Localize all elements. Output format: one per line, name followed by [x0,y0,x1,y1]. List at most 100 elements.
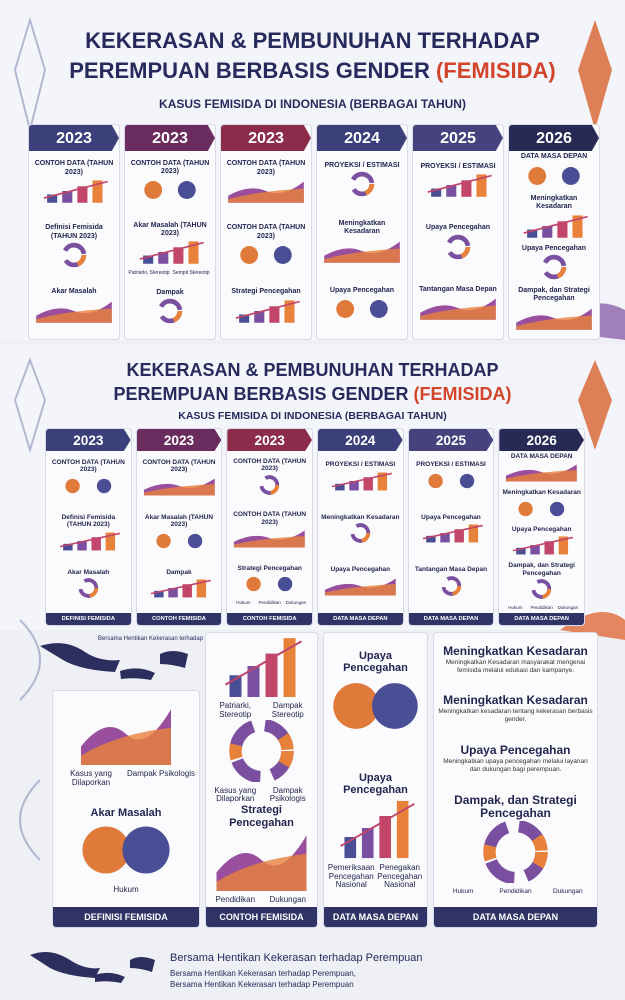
illustration [59,532,120,551]
illustration [350,523,371,544]
block-heading: PROYEKSI / ESTIMASI [420,163,496,171]
column-body: CONTOH DATA (TAHUN 2023) Akar Masalah (TA… [137,451,222,613]
year-header: 2023 [136,429,222,451]
illustration-wrap [412,521,491,550]
footer-map [30,951,155,983]
block: Akar Masalah Hukum [56,807,196,895]
year-header: 2024 [317,125,407,151]
block: Upaya Pencegahan [502,526,581,562]
illustration-wrap [321,574,400,603]
block-heading: Upaya Pencegahan [329,287,395,295]
illustration-wrap [416,171,500,204]
illustration-wrap [230,473,309,502]
title: PEREMPUAN BERBASIS GENDER (FEMISIDA) [0,58,625,84]
block-text: Meningkatkan Kesadaran masyarakat mengen… [445,658,586,674]
column: 2026 DATA MASA DEPAN Meningkatkan Kesadara… [498,428,585,626]
block: Upaya Pencegahan [327,650,424,742]
illustration-wrap [502,497,581,526]
illustration [150,579,211,598]
title-text: PEREMPUAN BERBASIS GENDER [69,58,430,83]
block-heading: Upaya Pencegahan [511,525,572,533]
column: 2026 DATA MASA DEPAN Meningkatkan Kesadara… [508,124,600,340]
block: PROYEKSI / ESTIMASI [321,461,400,497]
block-heading: Dampak, dan Strategi Pencegahan [454,792,577,821]
illustration [516,308,592,330]
illustration [420,298,496,320]
block-heading: Upaya Pencegahan [343,649,408,675]
block: Upaya Pencegahan [412,514,491,550]
column-body: CONTOH DATA (TAHUN 2023) CONTOH DATA (TAH… [221,151,311,339]
illustration-wrap [140,576,219,605]
title-highlight: (FEMISIDA) [435,58,556,83]
block-heading: Upaya Pencegahan [421,513,481,521]
block: CONTOH DATA (TAHUN 2023) [128,160,212,209]
column-footer: CONTOH FEMISIDA [206,907,317,927]
column: 2025 PROYEKSI / ESTIMASI Upaya Pencegahan T… [407,428,495,626]
illustration [229,718,294,783]
illustration-wrap [56,703,196,770]
block-heading: Upaya Pencegahan [521,245,587,253]
illustration [82,826,170,875]
column-body: Meningkatkan Kesadaran Meningkatkan Kesad… [434,633,597,907]
footer-title: Bersama Hentikan Kekerasan terhadap Pere… [170,952,423,964]
block-heading: CONTOH DATA (TAHUN 2023) [233,457,307,473]
block: Dampak, dan Strategi Pencegahan Hukum Pend… [502,562,581,611]
column: 2023 CONTOH DATA (TAHUN 2023) CONTOH DATA … [220,124,312,340]
block: Dampak, dan Strategi Pencegahan Hukum Pend… [437,792,594,896]
column-body: CONTOH DATA (TAHUN 2023) Definisi Femisid… [46,451,131,613]
illustration-wrap [321,521,400,550]
block-heading: Upaya Pencegahan [460,742,571,757]
block: Patriarki, Stereotip Dampak Stereotip [209,635,314,720]
illustration-wrap [327,797,424,864]
illustration-wrap [49,576,128,605]
illustration [139,241,204,264]
block: Meningkatkan Kesadaran Meningkatkan Kesad… [437,644,594,675]
column-footer: DATA MASA DEPAN [408,613,494,625]
title: KEKERASAN & PEMBUNUHAN TERHADAP [126,360,499,380]
illustration-wrap [437,819,594,888]
title: PEREMPUAN BERBASIS GENDER (FEMISIDA) [0,384,625,405]
block-heading: Akar Masalah [90,806,162,819]
block-heading: Akar Masalah [67,568,110,576]
illustration-wrap [56,819,196,886]
illustration [428,473,474,488]
block-heading: Dampak [156,289,184,297]
label: Hukum [113,885,139,895]
block-heading: CONTOH DATA (TAHUN 2023) [233,511,307,526]
illustration [246,577,293,592]
year-header: 2026 [499,429,584,451]
label: Kasus yang Dilaporkan [214,785,257,804]
illustration [422,524,483,543]
illustration-wrap [224,177,308,210]
illustration-wrap [128,238,212,271]
illustration-wrap [320,295,404,328]
block-heading: Dampak, dan Strategi Pencegahan [518,287,590,303]
illustration-wrap [320,170,404,203]
year-header: 2023 [125,125,215,151]
block-heading: Meningkatkan Kesadaran [530,195,578,211]
column-footer: DATA MASA DEPAN [434,907,597,927]
label: Penegakan Pencegahan Nasional [377,862,423,890]
column-footer: DEFINISI FEMISIDA [53,907,199,927]
block: PROYEKSI / ESTIMASI [320,162,404,203]
year-header: 2023 [221,125,311,151]
column: 2023 CONTOH DATA (TAHUN 2023) Akar Masalah… [124,124,216,340]
label: Pendidikan [258,600,281,606]
label: Dukungan [269,895,306,905]
illustration-wrap [512,212,596,245]
label-row: Pemeriksaan Pencegahan Nasional Penegakan… [327,862,424,890]
subtitle: KASUS FEMISIDA DI INDONESIA (BERBAGAI TA… [159,97,466,111]
block: Akar Masalah [49,569,128,605]
block: CONTOH DATA (TAHUN 2023) [230,458,309,502]
block: Upaya Pencegahan Meningkatkan upaya pence… [437,742,594,774]
block-text: Meningkatkan upaya pencegahan melalui la… [443,757,588,773]
block: Kasus yang Dilaporkan Dampak Psikologis [56,703,196,788]
block: Meningkatkan Kesadaran [502,489,581,525]
block: Definisi Femisida (TAHUN 2023) [32,224,116,273]
block: PROYEKSI / ESTIMASI [412,461,491,497]
column-footer: DATA MASA DEPAN [318,613,403,625]
column-footer: DATA MASA DEPAN [499,613,584,625]
label: Dukungan [557,605,579,611]
column-body: PROYEKSI / ESTIMASI Upaya Pencegahan Tanta… [413,151,503,339]
illustration-wrap [49,474,128,503]
